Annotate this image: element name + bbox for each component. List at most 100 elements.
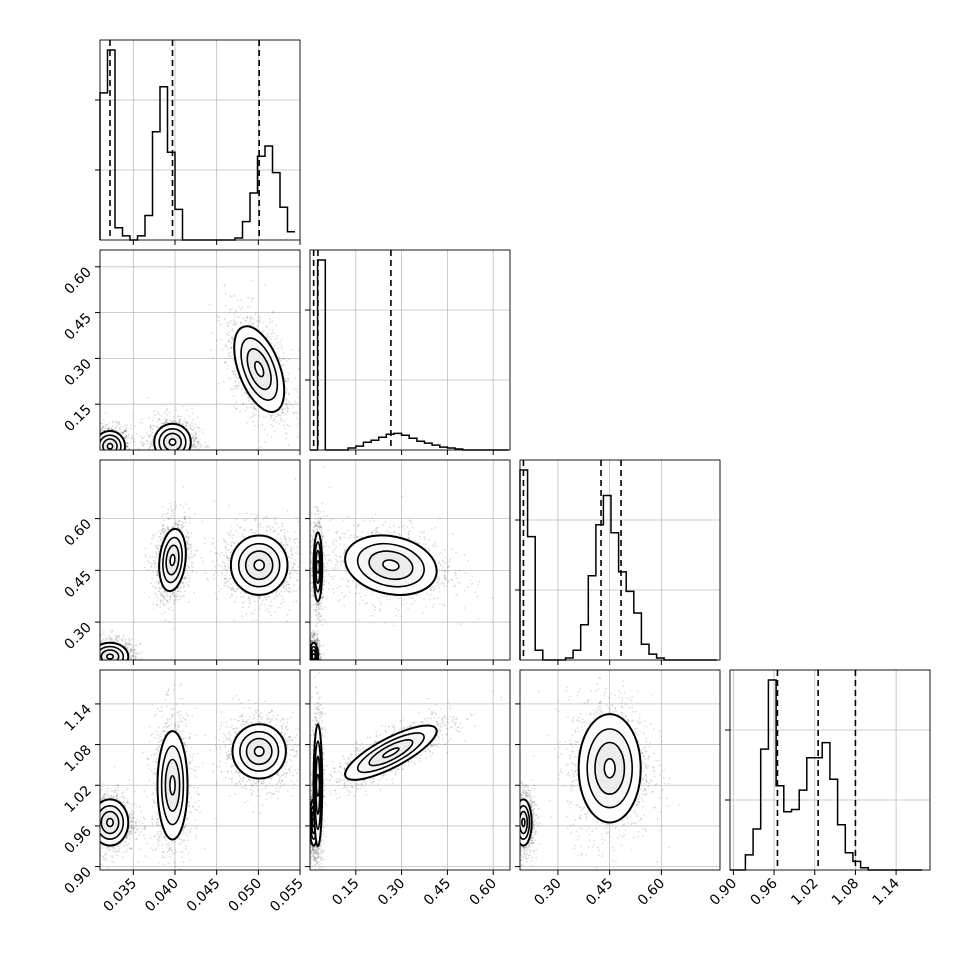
sample-point	[257, 425, 260, 428]
sample-point	[94, 434, 96, 436]
sample-point	[111, 673, 113, 675]
sample-point	[187, 574, 189, 577]
sample-point	[92, 644, 94, 646]
sample-point	[87, 456, 89, 458]
sample-point	[108, 664, 110, 666]
sample-point	[182, 455, 184, 457]
sample-point	[131, 663, 133, 665]
sample-point	[124, 672, 126, 674]
sample-point	[83, 643, 85, 645]
sample-point	[95, 443, 97, 445]
sample-point	[110, 427, 113, 430]
sample-point	[180, 458, 182, 460]
sample-point	[128, 652, 131, 655]
sample-point	[114, 455, 116, 457]
sample-point	[87, 454, 89, 456]
sample-point	[116, 464, 118, 466]
sample-point	[101, 452, 103, 454]
sample-point	[262, 330, 265, 333]
sample-point	[108, 451, 110, 453]
sample-point	[97, 631, 99, 633]
sample-point	[282, 352, 285, 355]
sample-point	[178, 419, 181, 421]
sample-point	[243, 391, 246, 394]
sample-point	[165, 419, 168, 421]
sample-point	[105, 668, 107, 670]
sample-point	[185, 565, 188, 567]
sample-point	[110, 456, 112, 458]
sample-point	[234, 374, 236, 377]
density-panel-r1-c0	[87, 279, 300, 466]
sample-point	[101, 457, 103, 459]
sample-point	[193, 427, 196, 429]
sample-point	[100, 455, 102, 457]
sample-point	[104, 662, 106, 664]
sample-point	[197, 427, 200, 430]
sample-point	[273, 418, 276, 421]
sample-point	[97, 430, 99, 432]
sample-point	[117, 662, 119, 664]
sample-point	[211, 332, 213, 334]
sample-point	[282, 411, 284, 414]
sample-point	[226, 367, 229, 370]
sample-point	[255, 320, 258, 322]
sample-point	[104, 667, 106, 669]
sample-point	[179, 418, 181, 420]
sample-point	[107, 451, 109, 453]
sample-point	[95, 658, 97, 660]
sample-point	[117, 461, 119, 463]
sample-point	[182, 453, 184, 455]
sample-point	[122, 676, 124, 678]
sample-point	[106, 672, 108, 674]
sample-point	[82, 661, 84, 663]
sample-point	[112, 454, 114, 456]
sample-point	[160, 454, 162, 456]
sample-point	[93, 661, 95, 663]
sample-point	[185, 568, 188, 571]
sample-point	[159, 600, 162, 603]
sample-point	[99, 665, 101, 667]
sample-point	[297, 367, 300, 370]
sample-point	[293, 377, 296, 380]
sample-point	[161, 455, 163, 457]
sample-point	[170, 457, 172, 459]
sample-point	[222, 380, 225, 383]
sample-point	[167, 456, 169, 458]
sample-point	[152, 424, 155, 427]
sample-point	[129, 441, 132, 444]
sample-point	[182, 423, 184, 425]
sample-point	[285, 392, 288, 395]
sample-point	[93, 660, 95, 662]
sample-point	[124, 642, 127, 645]
sample-point	[84, 665, 86, 667]
sample-point	[95, 640, 97, 642]
sample-point	[166, 413, 169, 416]
sample-point	[94, 653, 96, 655]
sample-point	[108, 451, 110, 453]
sample-point	[131, 456, 133, 458]
sample-point	[158, 582, 160, 585]
sample-point	[116, 458, 118, 460]
sample-point	[150, 562, 153, 565]
sample-point	[87, 451, 89, 453]
sample-point	[229, 308, 232, 311]
sample-point	[262, 322, 265, 324]
sample-point	[149, 426, 152, 429]
sample-point	[108, 452, 110, 454]
sample-point	[130, 661, 132, 663]
sample-point	[120, 425, 123, 428]
sample-point	[270, 414, 272, 417]
sample-point	[119, 677, 121, 679]
sample-point	[107, 453, 109, 455]
sample-point	[242, 317, 245, 320]
sample-point	[116, 667, 118, 669]
sample-point	[161, 525, 164, 527]
sample-point	[96, 665, 98, 667]
sample-point	[116, 450, 118, 452]
sample-point	[186, 453, 188, 455]
sample-point	[169, 595, 172, 598]
sample-point	[189, 424, 192, 426]
sample-point	[124, 453, 126, 455]
sample-point	[178, 454, 180, 456]
sample-point	[127, 434, 130, 436]
